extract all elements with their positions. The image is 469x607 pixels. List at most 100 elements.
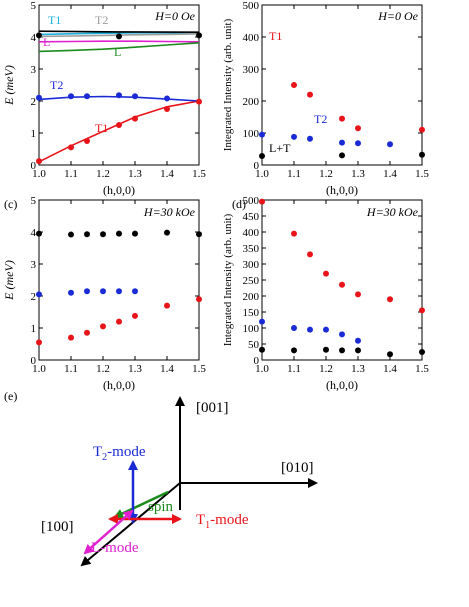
panel-c-data-point (68, 334, 74, 341)
panel-c-data-point (116, 288, 122, 295)
panel-b-intensity-0oe: 1.0 1.1 1.2 1.3 1.4 1.5 0 100 200 300 400 500 H=0 O… (222, 0, 429, 197)
panel-a-ytick-label: 5 (31, 0, 37, 12)
panel-a-xtick-label: 1.0 (32, 168, 46, 180)
panel-a-field-label: H=0 Oe (154, 9, 195, 23)
axis-010-label: [010] (281, 460, 314, 476)
panel-c-ytick-label: 4 (31, 227, 37, 239)
panel-a-data-point (36, 94, 42, 101)
spin-label: spin (148, 499, 174, 515)
panel-b-data-point (291, 133, 297, 140)
panel-a-data-point (36, 158, 42, 165)
panel-a-data-point (116, 122, 122, 128)
panel-c-data-point (100, 231, 106, 238)
panel-a-label-t2: T2 (50, 78, 63, 92)
panel-d-ytick-label: 300 (243, 259, 260, 271)
panel-a-data-point (84, 138, 90, 144)
panel-d-data-point (307, 251, 313, 258)
spin-mode-diagram: [001] [010] [100] spin T2-mode T1-mode L… (41, 396, 318, 567)
panel-d-xtick-label: 1.1 (287, 363, 301, 375)
panel-d-ytick-label: 250 (243, 275, 260, 287)
panel-a-data-point (116, 92, 122, 99)
panel-b-xtick-label: 1.3 (351, 168, 365, 180)
panel-b-xtick-label: 1.4 (383, 168, 397, 180)
panel-a-label-l-magenta: L (43, 35, 50, 49)
panel-d-data-point (355, 291, 361, 298)
t1-mode-label: T1-mode (196, 512, 249, 531)
panel-d-data-point (323, 270, 329, 277)
axis-100-arrow (80, 482, 181, 567)
panel-a-curve (38, 40, 200, 43)
panel-d-data-point (339, 347, 345, 354)
panel-d-data-point (259, 346, 265, 353)
panel-d-field-label: H=30 kOe (366, 205, 419, 219)
panel-c-data-point (36, 230, 42, 237)
panel-a-ytick-label: 4 (31, 32, 37, 44)
panel-a-xtick-label: 1.4 (160, 168, 174, 180)
panel-b-data-point (355, 140, 361, 147)
panel-d-data-point (291, 325, 297, 331)
panel-label-e: (e) (4, 389, 17, 403)
panel-c-data-point (84, 231, 90, 238)
panel-d-ytick-label: 50 (248, 339, 260, 351)
panel-c-ytick-label: 0 (31, 355, 37, 367)
panel-c-xtick-label: 1.3 (128, 363, 142, 375)
panel-d-data-point (339, 331, 345, 338)
panel-b-data-point (355, 125, 361, 132)
panel-a-ytick-label: 2 (31, 96, 37, 108)
panel-a-data-point (196, 32, 202, 39)
panel-c-data-point (100, 323, 106, 330)
panel-d-ylabel: Integrated Intensity (arb. unit) (222, 213, 234, 346)
panel-b-data-point (259, 153, 265, 160)
panel-b-ytick-label: 200 (243, 96, 260, 108)
panel-b-ytick-label: 300 (243, 64, 260, 76)
panel-a-label-t2-top: T2 (95, 13, 108, 27)
panel-c-ytick-label: 1 (31, 323, 37, 335)
panel-b-label-t2: T2 (314, 112, 327, 126)
panel-d-data-point (355, 337, 361, 344)
panel-a-data-point (196, 98, 202, 105)
panel-a-xtick-label: 1.1 (64, 168, 78, 180)
panel-b-frame (261, 4, 423, 166)
panel-c-data-point (132, 230, 138, 237)
panel-d-data-point (419, 307, 425, 314)
panel-a-label-l-green: L (114, 45, 121, 59)
panel-b-data-point (307, 91, 313, 98)
panel-a-data-point (132, 115, 138, 122)
panel-a-data-point (132, 93, 138, 100)
panel-a-data-point (116, 33, 122, 40)
panel-a-data-point (164, 106, 170, 112)
panel-a-ytick-label: 3 (31, 64, 37, 76)
panel-c-ytick-label: 2 (31, 291, 37, 303)
panel-d-xlabel: (h,0,0) (326, 378, 358, 392)
panel-a-label-t1: T1 (95, 121, 108, 135)
panel-d-data-point (307, 326, 313, 333)
panel-b-data-point (419, 151, 425, 158)
panel-a-ytick-label: 0 (31, 160, 37, 172)
panel-a-label-t1-top: T1 (48, 13, 61, 27)
panel-c-ylabel: E (meV) (2, 260, 16, 301)
panel-c-data-point (100, 288, 106, 295)
panel-d-data-point (387, 296, 393, 303)
panel-a-curve (38, 100, 200, 163)
panel-d-intensity-30koe: 1.0 1.1 1.2 1.3 1.4 1.5 0 50 100 150 200 250 300 350 4… (222, 195, 429, 392)
panel-b-ylabel: Integrated Intensity (arb. unit) (222, 18, 234, 151)
l-mode-label: L-mode (91, 540, 139, 556)
panel-d-data-point (339, 281, 345, 288)
panel-d-data-point (323, 326, 329, 333)
panel-c-data-point (116, 230, 122, 237)
panel-a-curve (38, 30, 200, 33)
panel-b-data-point (339, 115, 345, 122)
panel-b-label-t1: T1 (269, 29, 282, 43)
panel-c-data-point (84, 329, 90, 336)
panel-b-ytick-label: 400 (243, 32, 260, 44)
panel-b-xtick-label: 1.5 (415, 168, 429, 180)
panel-b-xtick-label: 1.1 (287, 168, 301, 180)
panel-a-xtick-label: 1.5 (192, 168, 206, 180)
panel-d-data-point (291, 230, 297, 237)
panel-a-data-point (164, 95, 170, 102)
panel-a-curve (38, 42, 200, 53)
axis-001-label: [001] (196, 400, 229, 416)
panel-c-data-point (68, 231, 74, 238)
